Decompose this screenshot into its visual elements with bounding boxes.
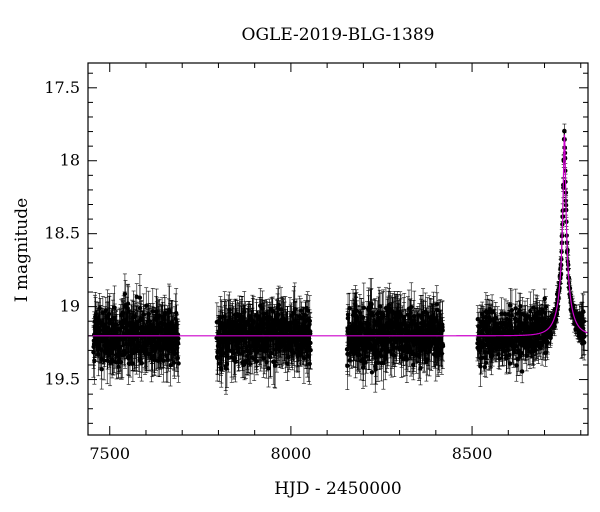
x-tick-label: 8000: [271, 444, 312, 463]
plot-frame: [87, 62, 589, 436]
axis-ticks: [88, 63, 588, 435]
y-axis-label: I magnitude: [12, 198, 32, 302]
y-tick-label: 17.5: [44, 78, 80, 97]
observation-point: [144, 287, 149, 325]
x-tick-label: 8500: [452, 444, 493, 463]
y-tick-label: 19.5: [44, 370, 80, 389]
x-axis-label: HJD - 2450000: [274, 479, 402, 499]
observation-point: [176, 344, 181, 383]
chart-title: OGLE-2019-BLG-1389: [242, 25, 435, 45]
y-tick-label: 19: [60, 297, 80, 316]
x-tick-label: 7500: [89, 444, 130, 463]
y-tick-label: 18: [60, 151, 80, 170]
y-tick-label: 18.5: [44, 224, 80, 243]
data-points-layer: [91, 123, 587, 395]
